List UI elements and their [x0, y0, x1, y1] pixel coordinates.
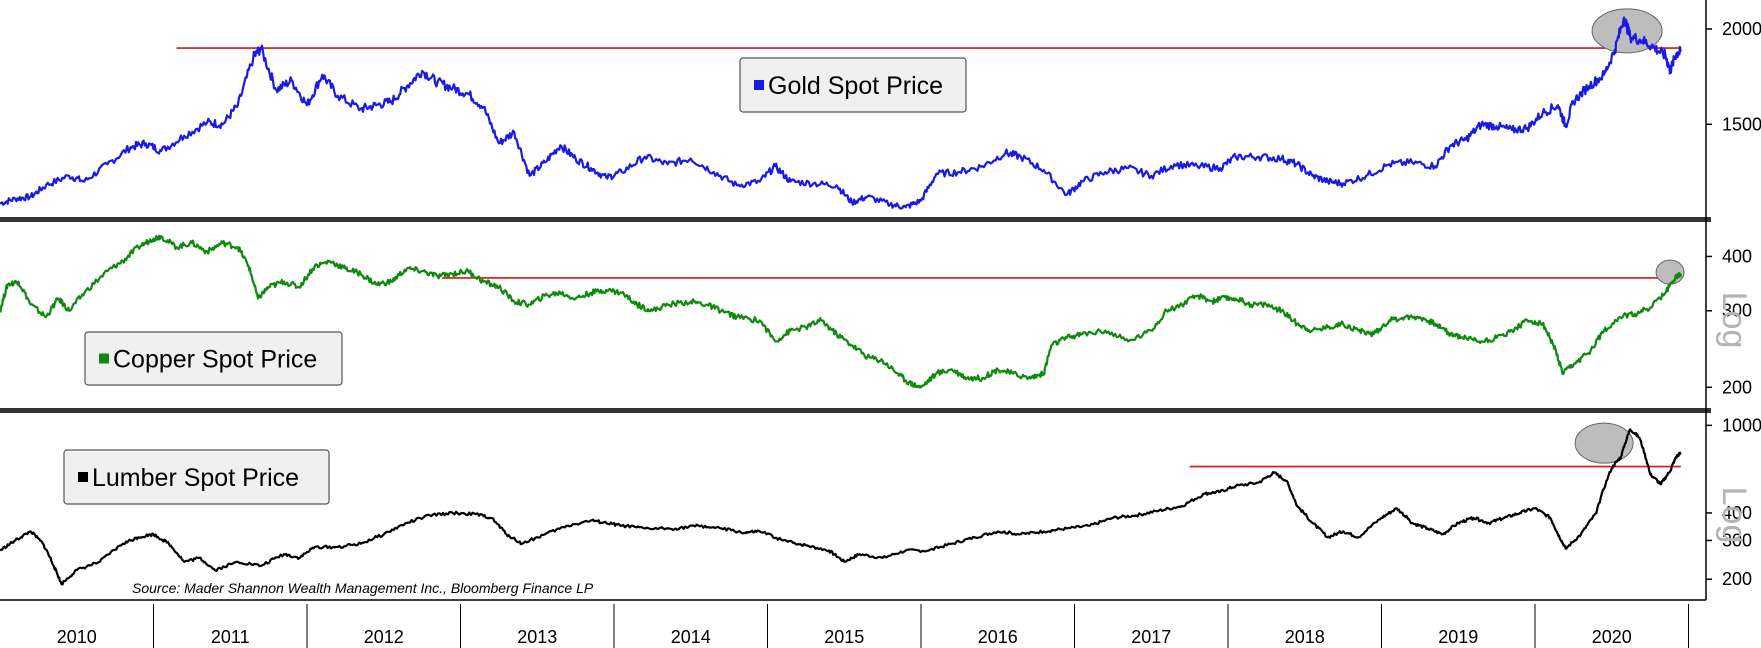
series-line-3 [0, 428, 1682, 586]
legend-box [739, 57, 967, 113]
x-tick-label: 2019 [1438, 627, 1478, 647]
x-tick-label: 2011 [211, 627, 250, 647]
legend-3: Lumber Spot Price [63, 449, 330, 505]
log-label-lumber: Log [1715, 487, 1753, 544]
legend-label: Gold Spot Price [768, 72, 943, 100]
chart-panels: 1500 2000 Gold Spot Price 200 300 400 Copper S… [0, 8, 1761, 589]
highlight-ellipse [1574, 422, 1634, 464]
legend-box [63, 449, 330, 505]
x-tick-label: 2014 [671, 627, 711, 647]
x-tick-label: 2020 [1592, 627, 1632, 647]
x-axis: 2010 2011 2012 2013 2014 2015 2016 2017 2018 2019… [57, 604, 1689, 648]
y-tick-label: 200 [1722, 569, 1752, 589]
panel-separator-2 [0, 408, 1711, 413]
x-tick-label: 2018 [1285, 627, 1325, 647]
legend-swatch [99, 353, 109, 364]
x-tick-label: 2017 [1131, 627, 1171, 647]
source-note: Source: Mader Shannon Wealth Management … [132, 580, 594, 596]
legend-swatch [78, 472, 88, 482]
panel-2: 200 300 400 Copper Spot Price [0, 234, 1752, 397]
y-tick-label: 1500 [1722, 114, 1761, 134]
y-tick-label: 400 [1722, 246, 1752, 266]
panel-separator-1 [0, 217, 1711, 222]
y-tick-label: 300 [1722, 530, 1752, 550]
x-tick-label: 2015 [824, 627, 864, 647]
x-tick-label: 2010 [57, 627, 97, 647]
legend-label: Lumber Spot Price [92, 464, 299, 492]
series-line-2 [0, 234, 1682, 389]
y-tick-label: 1000 [1722, 415, 1761, 435]
x-tick-label: 2016 [978, 627, 1018, 647]
series-line-1 [0, 16, 1682, 210]
panel-1: 1500 2000 Gold Spot Price [0, 8, 1761, 210]
legend-box [84, 331, 343, 386]
panel-3: 200 300 400 1000 Lumber Spot Price [0, 415, 1761, 589]
log-label-copper: Log [1715, 292, 1753, 349]
legend-swatch [754, 80, 764, 90]
y-tick-label: 2000 [1722, 19, 1761, 39]
x-tick-label: 2013 [517, 627, 557, 647]
legend-label: Copper Spot Price [113, 346, 317, 374]
x-tick-label: 2012 [364, 627, 404, 647]
y-tick-label: 400 [1722, 503, 1752, 523]
y-tick-label: 200 [1722, 377, 1752, 397]
y-tick-label: 300 [1722, 301, 1752, 321]
legend-1: Gold Spot Price [739, 57, 967, 113]
legend-2: Copper Spot Price [84, 331, 343, 386]
